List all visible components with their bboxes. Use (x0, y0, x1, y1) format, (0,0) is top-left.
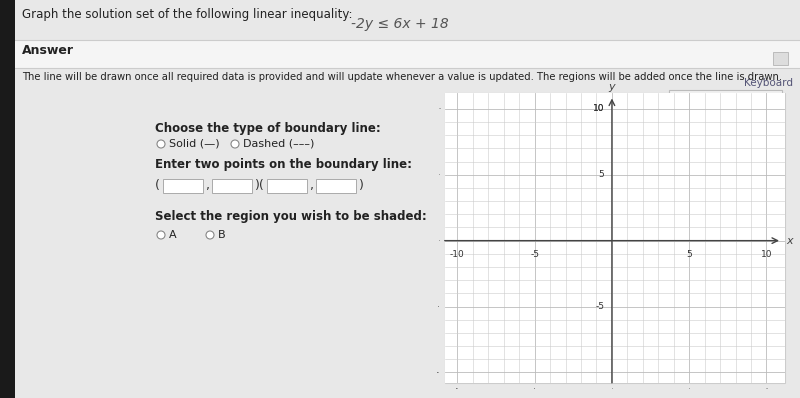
Bar (0, 0, 15, 398)
Circle shape (231, 140, 239, 148)
Bar (445, 93, 785, 383)
Bar (163, 179, 203, 193)
Bar (212, 179, 252, 193)
Circle shape (157, 231, 165, 239)
Text: -5: -5 (595, 302, 604, 311)
Text: Dashed (–––): Dashed (–––) (243, 139, 314, 149)
Text: ): ) (359, 179, 364, 193)
Text: Answer: Answer (22, 45, 74, 57)
Text: Enable Zoom/Pan: Enable Zoom/Pan (682, 95, 768, 105)
FancyBboxPatch shape (669, 90, 782, 111)
Text: Graph the solution set of the following linear inequality:: Graph the solution set of the following … (22, 8, 353, 21)
Text: Select the region you wish to be shaded:: Select the region you wish to be shaded: (155, 210, 426, 223)
Text: (: ( (155, 179, 160, 193)
Text: ,: , (310, 179, 314, 193)
Text: The line will be drawn once all required data is provided and will update whenev: The line will be drawn once all required… (22, 72, 782, 82)
FancyBboxPatch shape (773, 51, 787, 64)
Text: 10: 10 (761, 250, 772, 259)
Text: Enter two points on the boundary line:: Enter two points on the boundary line: (155, 158, 412, 171)
Text: ,: , (206, 179, 210, 193)
Text: Choose the type of boundary line:: Choose the type of boundary line: (155, 122, 381, 135)
Text: x: x (786, 236, 793, 246)
Text: 10: 10 (593, 104, 604, 113)
Circle shape (206, 231, 214, 239)
Text: Keyboard: Keyboard (744, 78, 793, 88)
Text: -10: -10 (450, 250, 465, 259)
Bar (267, 179, 307, 193)
Text: A: A (169, 230, 177, 240)
Text: Solid (—): Solid (—) (169, 139, 220, 149)
Bar (15, 40, 800, 68)
Text: 10: 10 (593, 104, 604, 113)
Text: 5: 5 (598, 170, 604, 179)
Text: y: y (609, 82, 615, 92)
Text: )(: )( (255, 179, 265, 193)
Text: B: B (218, 230, 226, 240)
Bar (316, 179, 356, 193)
Text: -5: -5 (530, 250, 539, 259)
Text: -2y ≤ 6x + 18: -2y ≤ 6x + 18 (351, 17, 449, 31)
Text: 5: 5 (686, 250, 692, 259)
Circle shape (157, 140, 165, 148)
